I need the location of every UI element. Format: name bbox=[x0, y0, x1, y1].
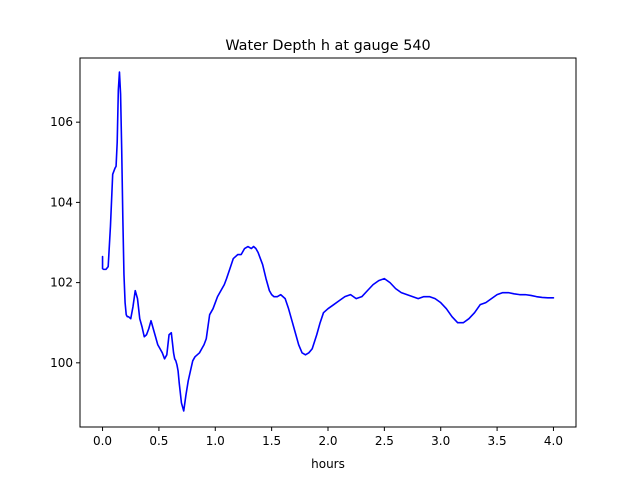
y-tick-label: 106 bbox=[50, 115, 73, 129]
y-tick-label: 100 bbox=[50, 356, 73, 370]
chart-title: Water Depth h at gauge 540 bbox=[225, 38, 430, 54]
x-tick-label: 2.5 bbox=[375, 434, 394, 448]
plot-area bbox=[80, 58, 576, 427]
x-tick-label: 0.0 bbox=[93, 434, 112, 448]
x-tick-label: 1.5 bbox=[262, 434, 281, 448]
x-tick-label: 0.5 bbox=[149, 434, 168, 448]
plot-frame bbox=[79, 57, 577, 428]
x-axis-ticks: 0.0 0.5 1.0 1.5 2.0 2.5 3.0 3.5 4.0 bbox=[93, 427, 563, 448]
x-tick-label: 4.0 bbox=[544, 434, 563, 448]
series-line-0 bbox=[101, 71, 555, 412]
x-tick-label: 3.5 bbox=[488, 434, 507, 448]
y-tick-label: 104 bbox=[50, 195, 73, 209]
x-tick-label: 1.0 bbox=[206, 434, 225, 448]
x-tick-label: 3.0 bbox=[431, 434, 450, 448]
x-axis-title: hours bbox=[311, 457, 345, 471]
y-axis-ticks: 100 102 104 106 bbox=[50, 115, 80, 370]
y-tick-label: 102 bbox=[50, 276, 73, 290]
plot-layer bbox=[101, 71, 555, 412]
x-tick-label: 2.0 bbox=[318, 434, 337, 448]
